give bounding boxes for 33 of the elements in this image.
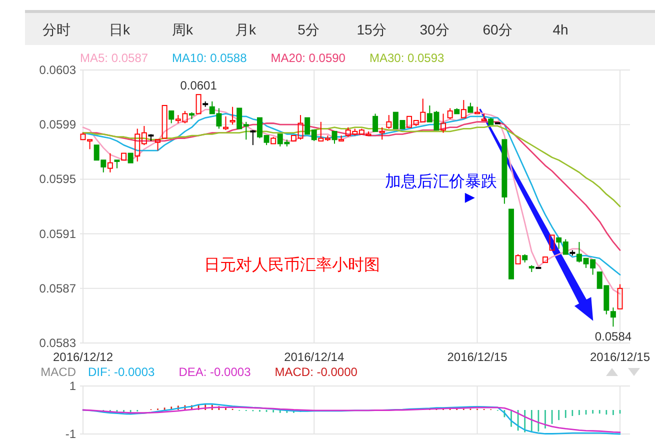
text: MA20: 0.0590 [270, 51, 346, 65]
y-tick-label: -1 [65, 427, 76, 441]
y-tick-label: 0.0591 [39, 226, 76, 241]
text: 月k [235, 22, 257, 38]
y-tick-label: 0.0583 [39, 336, 76, 350]
x-tick-label: 2016/12/12 [52, 350, 114, 364]
text: MA30: 0.0593 [369, 51, 445, 65]
y-tick-label: 1 [69, 379, 76, 393]
x-tick-label: 2016/12/14 [284, 350, 344, 364]
annotation: 0.0584 [594, 330, 632, 344]
text: 5分 [298, 22, 320, 38]
text: 60分 [482, 22, 512, 38]
y-tick-label: 0.0587 [39, 281, 76, 296]
text: DIF: -0.0003 [88, 365, 156, 379]
y-tick-label: 0.0599 [39, 118, 76, 132]
text: 30分 [420, 22, 450, 38]
x-tick-label: 2016/12/15 [447, 350, 508, 364]
text: 4h [552, 22, 568, 38]
text: MA10: 0.0588 [172, 51, 248, 65]
y-tick-label: 0.0595 [39, 172, 76, 186]
chart-title: MACD [40, 365, 76, 379]
text: 分时 [42, 22, 70, 38]
y-tick-label: 0.0603 [39, 63, 76, 77]
text: 15分 [356, 22, 386, 38]
annotation: 0.0601 [180, 78, 218, 93]
text: 日k [109, 22, 131, 38]
annotation: 日元对人民币汇率小时图 [204, 256, 380, 274]
text: MA5: 0.0587 [80, 51, 148, 65]
annotation: 加息后汇价暴跌 [384, 172, 497, 190]
x-tick-label: 2016/12/15 [590, 350, 650, 364]
text: DEA: -0.0003 [178, 365, 252, 379]
text: 周k [172, 22, 194, 38]
text: MACD: -0.0000 [274, 365, 358, 379]
